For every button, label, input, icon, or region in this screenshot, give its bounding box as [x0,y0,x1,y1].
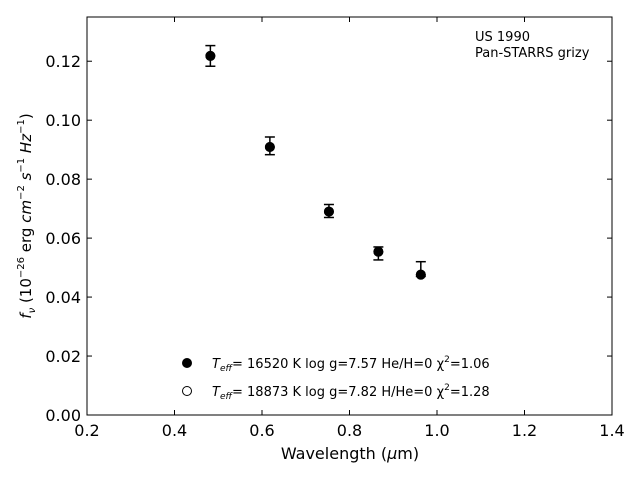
legend: Teff= 16520 K log g=7.57 He/H=0 χ2=1.06 … [182,355,490,402]
x-axis-label: Wavelength (μm) [281,444,419,463]
x-tick-label: 0.8 [337,421,362,440]
x-tick-label: 0.2 [74,421,99,440]
x-axis: 0.2 0.4 0.6 0.8 1.0 1.2 1.4 [74,17,625,440]
legend-marker-filled [182,358,192,368]
annotation-survey: Pan-STARRS grizy [475,46,590,61]
data-points [205,50,426,280]
data-point-filled [373,246,384,257]
y-tick-label: 0.06 [45,229,81,248]
legend-label-2: Teff= 18873 K log g=7.82 H/He=0 χ2=1.28 [212,383,490,402]
legend-marker-open [182,386,192,396]
x-tick-label: 1.0 [424,421,449,440]
data-point-filled [323,206,334,217]
y-tick-label: 0.10 [45,111,81,130]
y-tick-label: 0.04 [45,288,81,307]
y-tick-label: 0.00 [45,406,81,425]
y-tick-label: 0.02 [45,347,81,366]
data-point-filled [264,142,275,153]
x-tick-label: 0.6 [249,421,274,440]
data-point-filled [205,50,216,61]
legend-label-1: Teff= 16520 K log g=7.57 He/H=0 χ2=1.06 [212,355,490,374]
data-point-filled [415,269,426,280]
y-axis: 0.00 0.02 0.04 0.06 0.08 0.10 0.12 [45,52,612,425]
x-tick-label: 1.2 [512,421,537,440]
x-tick-label: 1.4 [599,421,624,440]
error-bars [205,44,426,278]
y-tick-label: 0.08 [45,170,81,189]
y-axis-label: fν (10−26 erg cm−2 s−1 Hz−1) [16,113,38,318]
y-tick-label: 0.12 [45,52,81,71]
plot-frame [86,16,613,416]
x-tick-label: 0.4 [162,421,187,440]
annotation-object: US 1990 [475,30,530,45]
